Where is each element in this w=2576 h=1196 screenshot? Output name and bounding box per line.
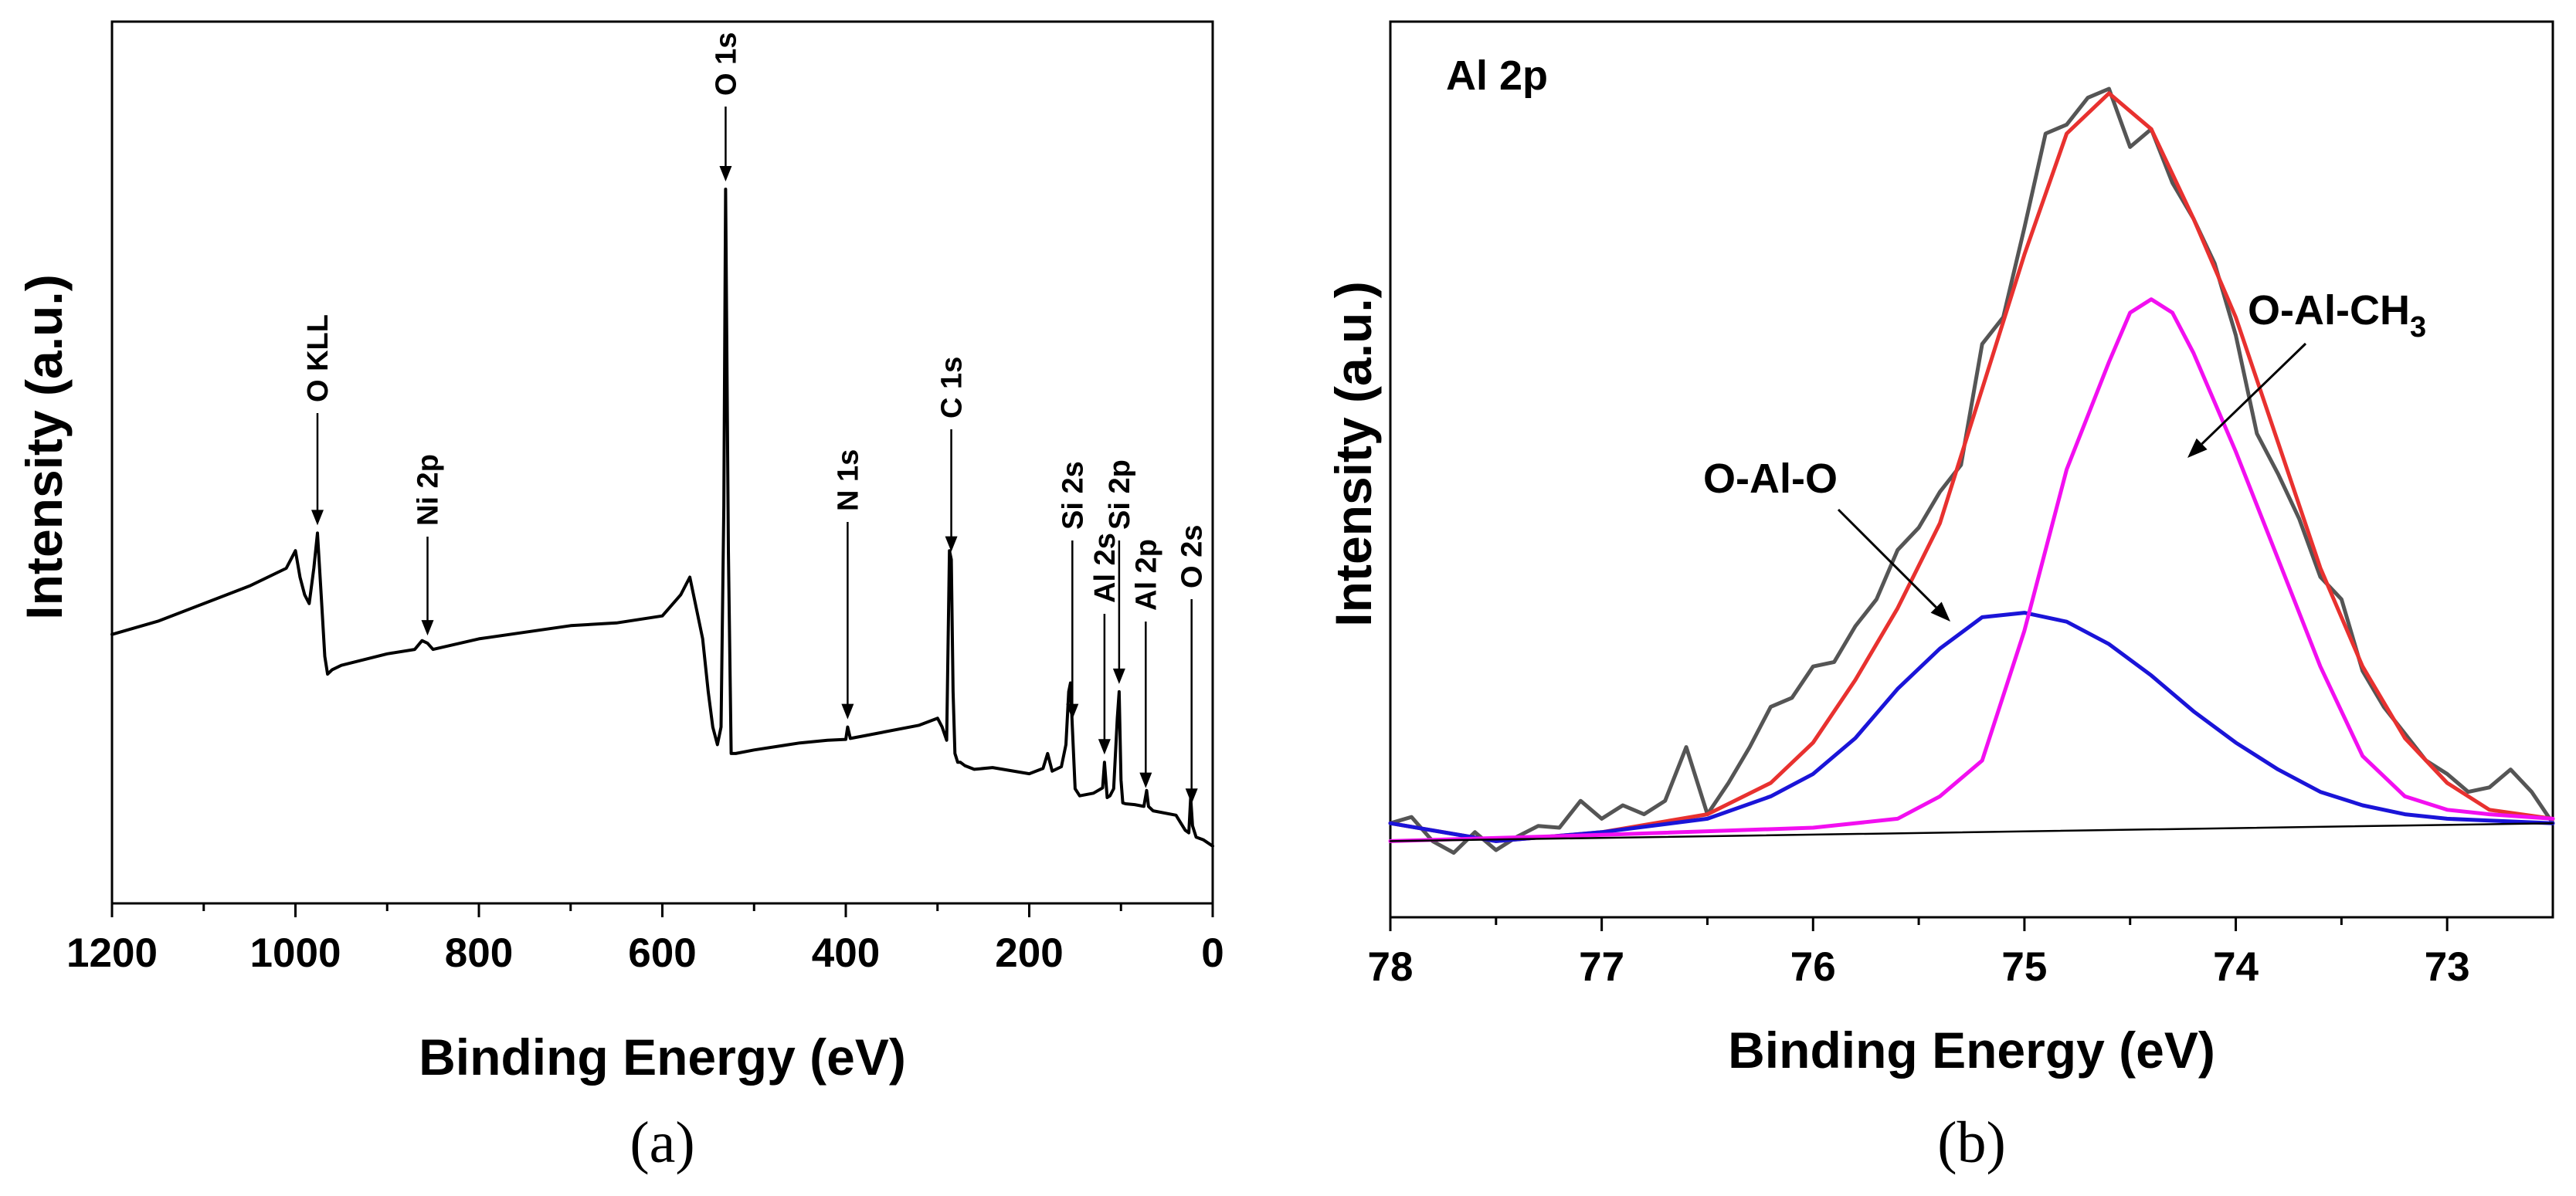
x-tick-label: 76 bbox=[1790, 944, 1836, 990]
x-tick-label: 75 bbox=[2001, 944, 2047, 990]
series-experimental bbox=[1388, 86, 2555, 855]
panel-b-series bbox=[1388, 86, 2555, 855]
peak-label: Si 2p bbox=[1104, 459, 1136, 530]
x-tick-label: 78 bbox=[1368, 944, 1414, 990]
x-tick-label: 400 bbox=[812, 930, 880, 976]
peak-label: Al 2p bbox=[1130, 539, 1162, 611]
panel-a-x-ticks bbox=[110, 903, 1214, 917]
panel-a-y-axis-title: Intensity (a.u.) bbox=[15, 274, 73, 619]
peak-arrow-head bbox=[311, 510, 324, 526]
series-o-al-ch3 bbox=[1388, 297, 2555, 843]
peak-arrow-head bbox=[1066, 703, 1079, 720]
x-tick-label: 800 bbox=[445, 930, 513, 976]
panel-b-plot-frame bbox=[1389, 20, 2554, 919]
panel-b-label: (b) bbox=[1937, 1110, 2006, 1175]
annotation-subscript: 3 bbox=[2410, 311, 2426, 344]
panel-b: 78 77 76 75 74 73 O-Al-O O-Al-CH3 Al 2p Bindin… bbox=[1325, 20, 2555, 1175]
x-tick-label: 200 bbox=[995, 930, 1063, 976]
panel-b-title: Al 2p bbox=[1446, 53, 1548, 99]
panel-a-x-tick-labels: 1200 1000 800 600 400 200 0 bbox=[66, 930, 1224, 976]
panel-a-x-axis-title: Binding Energy (eV) bbox=[419, 1028, 906, 1086]
panel-b-x-ticks bbox=[1389, 917, 2449, 931]
peak-arrow-head bbox=[719, 165, 732, 181]
x-tick-label: 1200 bbox=[66, 930, 158, 976]
x-tick-label: 600 bbox=[628, 930, 696, 976]
x-tick-label: 74 bbox=[2213, 944, 2259, 990]
panel-a-label: (a) bbox=[630, 1110, 694, 1175]
peak-label: N 1s bbox=[832, 449, 864, 511]
x-tick-label: 73 bbox=[2425, 944, 2470, 990]
panel-a-series bbox=[110, 188, 1214, 848]
annotation-arrow-head bbox=[1930, 601, 1950, 622]
x-tick-label: 1000 bbox=[250, 930, 341, 976]
annotation-o-al-ch3: O-Al-CH3 bbox=[2248, 287, 2426, 344]
peak-arrow-head bbox=[1139, 772, 1152, 788]
annotation-o-al-o: O-Al-O bbox=[1703, 456, 1838, 502]
peak-label: Al 2s bbox=[1089, 533, 1122, 603]
panel-b-x-tick-labels: 78 77 76 75 74 73 bbox=[1368, 944, 2470, 990]
annotation-arrow-shaft bbox=[1837, 508, 1937, 608]
peak-arrow-head bbox=[945, 536, 958, 552]
peak-label: Ni 2p bbox=[412, 454, 445, 526]
peak-label: Si 2s bbox=[1057, 461, 1089, 530]
panel-b-x-axis-title: Binding Energy (eV) bbox=[1728, 1022, 2215, 1079]
x-tick-label: 77 bbox=[1579, 944, 1624, 990]
series-baseline bbox=[1389, 822, 2554, 842]
series-survey bbox=[110, 188, 1214, 848]
panel-a: 1200 1000 800 600 400 200 0 O KLL Ni 2p O 1s N 1s… bbox=[15, 20, 1224, 1175]
peak-arrow-head bbox=[1185, 788, 1198, 805]
panel-b-annotations: O-Al-O O-Al-CH3 bbox=[1703, 287, 2426, 622]
annotation-arrow-shaft bbox=[2201, 342, 2307, 446]
annotation-arrow-head bbox=[2187, 438, 2208, 458]
panel-a-plot-frame bbox=[110, 20, 1214, 905]
peak-arrow-head bbox=[1112, 668, 1125, 684]
peak-arrow-head bbox=[841, 703, 854, 720]
x-tick-label: 0 bbox=[1201, 930, 1224, 976]
peak-arrow-head bbox=[1098, 739, 1111, 755]
series-o-al-o bbox=[1388, 611, 2555, 843]
panel-b-y-axis-title: Intensity (a.u.) bbox=[1325, 281, 1382, 626]
peak-arrow-head bbox=[421, 620, 434, 636]
peak-label: O 2s bbox=[1176, 525, 1209, 588]
peak-label: O KLL bbox=[302, 314, 334, 402]
series-envelope-fit bbox=[1388, 91, 2555, 843]
peak-label: C 1s bbox=[936, 357, 969, 418]
peak-label: O 1s bbox=[710, 32, 742, 96]
